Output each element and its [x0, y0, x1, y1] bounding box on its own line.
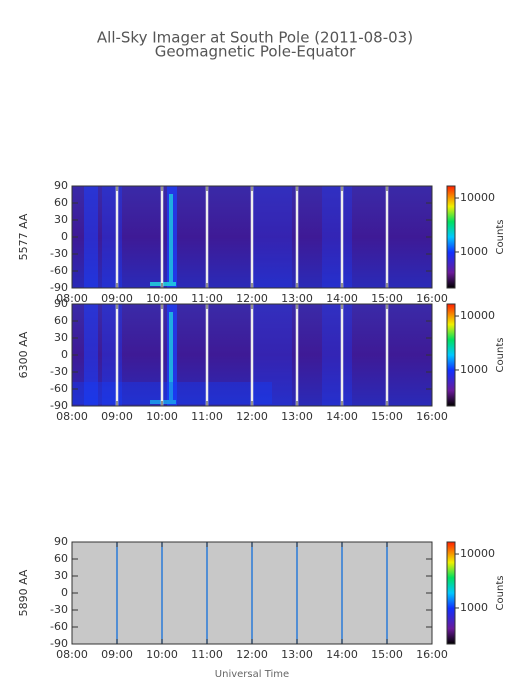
x-tick-label: 14:00 [326, 292, 358, 305]
x-tick-label: 12:00 [236, 648, 268, 661]
y-tick-label: 60 [54, 314, 68, 327]
keogram-feature [169, 312, 173, 400]
x-tick-label: 14:00 [326, 648, 358, 661]
x-tick-label: 16:00 [416, 292, 448, 305]
y-axis-label: 5577 AA [17, 213, 30, 260]
y-tick-label: -30 [50, 603, 68, 616]
y-tick-label: 0 [61, 586, 68, 599]
x-tick-label: 10:00 [146, 292, 178, 305]
keogram-feature [169, 194, 173, 282]
x-tick-label: 11:00 [191, 410, 223, 423]
x-tick-label: 08:00 [56, 410, 88, 423]
x-tick-label: 09:00 [101, 648, 133, 661]
subtitle: Geomagnetic Pole-Equator [155, 43, 356, 61]
y-tick-label: 30 [54, 331, 68, 344]
x-tick-label: 15:00 [371, 292, 403, 305]
keogram-feature [72, 382, 272, 404]
plot-frame [71, 185, 433, 289]
x-tick-label: 13:00 [281, 292, 313, 305]
y-tick-label: -60 [50, 382, 68, 395]
plot-frame [71, 303, 433, 407]
y-tick-label: 90 [54, 179, 68, 192]
x-tick-label: 12:00 [236, 292, 268, 305]
colorbar [446, 541, 456, 645]
x-tick-label: 10:00 [146, 648, 178, 661]
x-tick-label: 13:00 [281, 410, 313, 423]
x-tick-label: 15:00 [371, 648, 403, 661]
y-axis-label: 5890 AA [17, 569, 30, 616]
keogram-feature [322, 304, 352, 406]
colorbar-tick-label: 1000 [460, 245, 488, 258]
y-tick-label: 30 [54, 569, 68, 582]
x-axis-label: Universal Time [215, 669, 289, 680]
y-axis-label: 6300 AA [17, 331, 30, 378]
colorbar [446, 185, 456, 289]
x-tick-label: 16:00 [416, 410, 448, 423]
x-tick-label: 09:00 [101, 410, 133, 423]
y-tick-label: 0 [61, 230, 68, 243]
keogram-feature [102, 186, 122, 288]
keogram-feature [322, 186, 352, 288]
plot-frame [71, 541, 433, 645]
x-tick-label: 11:00 [191, 292, 223, 305]
keogram-feature [84, 304, 98, 406]
y-tick-label: -90 [50, 281, 68, 294]
x-tick-label: 08:00 [56, 292, 88, 305]
y-tick-label: -30 [50, 247, 68, 260]
y-tick-label: -90 [50, 637, 68, 650]
y-tick-label: -90 [50, 399, 68, 412]
x-tick-label: 12:00 [236, 410, 268, 423]
title: All-Sky Imager at South Pole (2011-08-03… [97, 29, 413, 47]
keogram-feature [84, 186, 98, 288]
colorbar-tick-label: 1000 [460, 363, 488, 376]
x-tick-label: 16:00 [416, 648, 448, 661]
x-tick-label: 15:00 [371, 410, 403, 423]
y-tick-label: 0 [61, 348, 68, 361]
colorbar-label: Counts [495, 220, 506, 255]
colorbar-tick-label: 10000 [460, 309, 495, 322]
x-tick-label: 09:00 [101, 292, 133, 305]
colorbar-tick-label: 10000 [460, 191, 495, 204]
x-tick-label: 11:00 [191, 648, 223, 661]
y-tick-label: 90 [54, 535, 68, 548]
y-tick-label: -30 [50, 365, 68, 378]
y-tick-label: -60 [50, 620, 68, 633]
y-tick-label: 90 [54, 297, 68, 310]
y-tick-label: 60 [54, 552, 68, 565]
colorbar-label: Counts [495, 338, 506, 373]
colorbar-tick-label: 10000 [460, 547, 495, 560]
x-tick-label: 14:00 [326, 410, 358, 423]
y-tick-label: 30 [54, 213, 68, 226]
x-tick-label: 10:00 [146, 410, 178, 423]
colorbar-tick-label: 1000 [460, 601, 488, 614]
colorbar [446, 303, 456, 407]
x-tick-label: 08:00 [56, 648, 88, 661]
x-tick-label: 13:00 [281, 648, 313, 661]
y-tick-label: -60 [50, 264, 68, 277]
keogram-feature [252, 186, 292, 288]
keogram-feature [252, 304, 292, 406]
colorbar-label: Counts [495, 576, 506, 611]
y-tick-label: 60 [54, 196, 68, 209]
